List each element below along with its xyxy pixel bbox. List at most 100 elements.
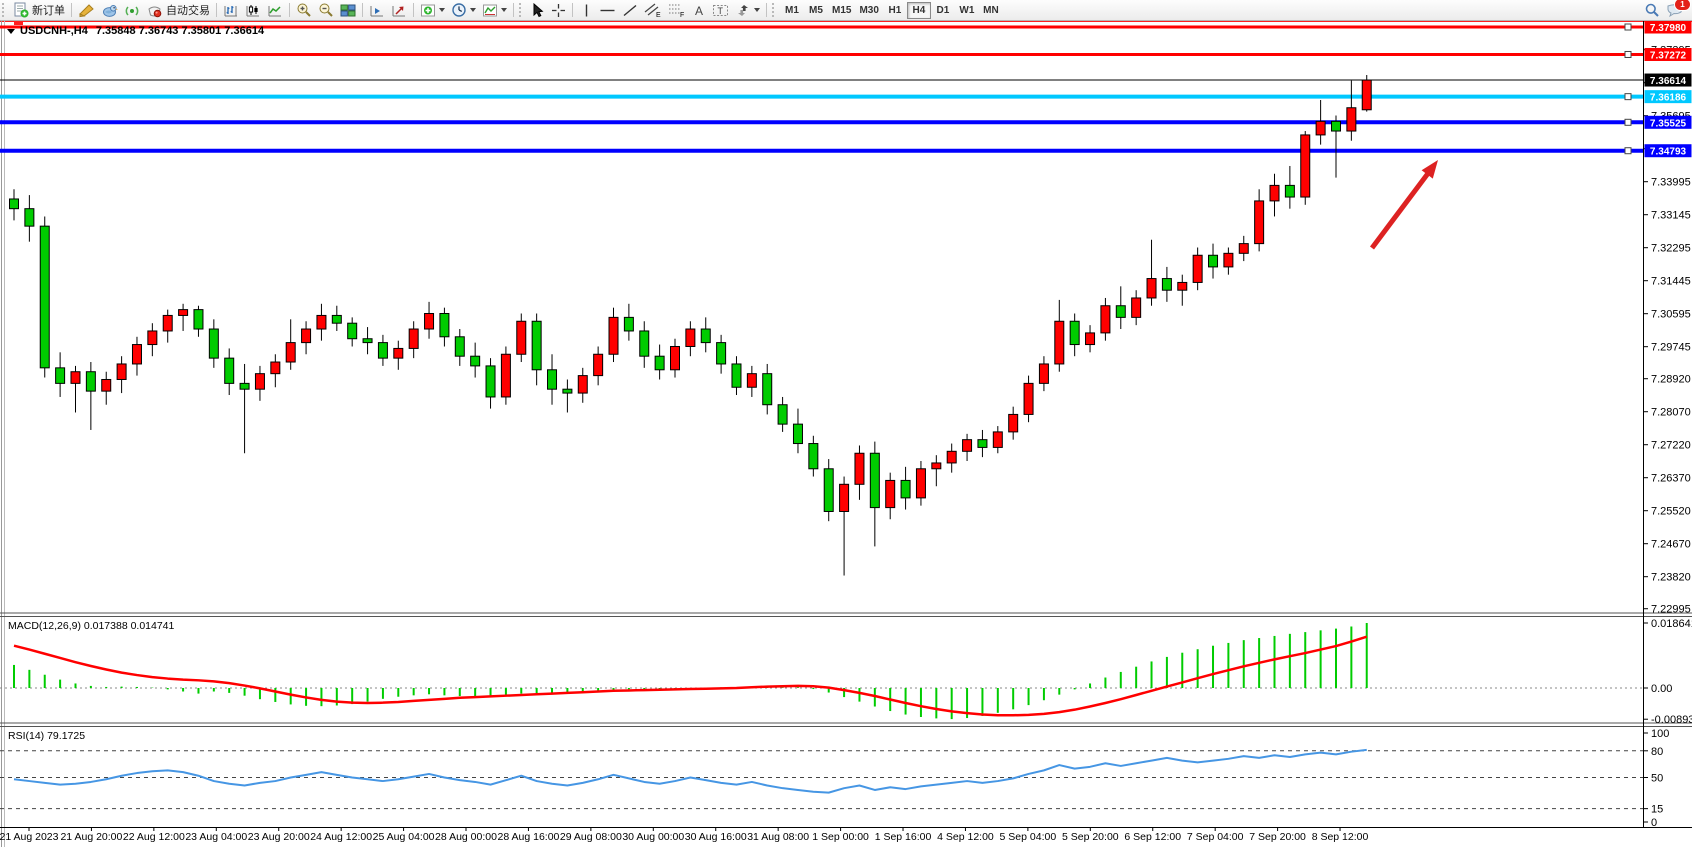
arrow-annotation[interactable] — [1369, 160, 1438, 250]
timeframe-w1-button[interactable]: W1 — [959, 4, 975, 16]
svg-text:T: T — [718, 6, 724, 16]
svg-text:7.28070: 7.28070 — [1651, 407, 1691, 419]
macd-indicator-label: MACD(12,26,9) 0.017388 0.014741 — [8, 620, 175, 632]
bar-chart-button[interactable] — [220, 1, 242, 19]
timeframe-m1-button[interactable]: M1 — [785, 4, 799, 16]
svg-text:4 Sep 12:00: 4 Sep 12:00 — [937, 831, 994, 843]
svg-text:7.35525: 7.35525 — [1650, 118, 1687, 129]
chart-title[interactable]: USDCNH-,H4 7.35848 7.36743 7.35801 7.366… — [7, 25, 264, 37]
svg-text:80: 80 — [1651, 746, 1663, 758]
hline-handle[interactable] — [1624, 93, 1632, 101]
search-button[interactable] — [1641, 1, 1663, 19]
timeframe-mn-button[interactable]: MN — [983, 4, 999, 16]
svg-text:5 Sep 20:00: 5 Sep 20:00 — [1062, 831, 1119, 843]
svg-text:F: F — [680, 12, 684, 18]
svg-text:7.22995: 7.22995 — [1651, 604, 1691, 616]
autotrading-icon — [148, 6, 162, 17]
svg-text:28 Aug 00:00: 28 Aug 00:00 — [435, 831, 497, 843]
toolbar-separator — [413, 3, 414, 17]
main-toolbar: 新订单 自动交易 — [0, 0, 1692, 21]
toolbar-separator — [572, 3, 573, 17]
hline-handle[interactable] — [1624, 50, 1632, 58]
chart-autoscroll-button[interactable] — [388, 1, 410, 19]
svg-text:7.29745: 7.29745 — [1651, 342, 1691, 354]
svg-text:25 Aug 04:00: 25 Aug 04:00 — [373, 831, 435, 843]
trendline-icon — [623, 4, 637, 16]
svg-text:28 Aug 16:00: 28 Aug 16:00 — [497, 831, 559, 843]
hline-handle[interactable] — [1624, 23, 1632, 31]
signal-icon — [125, 5, 139, 16]
crosshair-button[interactable] — [548, 1, 569, 19]
svg-text:1 Sep 00:00: 1 Sep 00:00 — [812, 831, 869, 843]
equidistant-channel-button[interactable]: E — [641, 1, 665, 19]
add-indicator-button[interactable] — [417, 1, 448, 19]
zoom-in-button[interactable] — [293, 1, 315, 19]
svg-text:7.24670: 7.24670 — [1651, 539, 1691, 551]
fibonacci-button[interactable]: F — [665, 1, 689, 19]
zoom-out-button[interactable] — [315, 1, 337, 19]
chart-shift-button[interactable] — [366, 1, 388, 19]
hline-handle[interactable] — [1624, 147, 1632, 155]
timeframe-d1-button[interactable]: D1 — [936, 4, 950, 16]
chart-frame — [0, 18, 1692, 847]
timeframe-m30-button[interactable]: M30 — [859, 4, 879, 16]
text-button[interactable]: A — [689, 1, 709, 19]
svg-text:21 Aug 20:00: 21 Aug 20:00 — [60, 831, 122, 843]
trendline-button[interactable] — [619, 1, 641, 19]
bar-chart-icon — [224, 5, 237, 16]
candlestick-chart-button[interactable] — [242, 1, 264, 19]
time-axis[interactable]: 21 Aug 2023 21 Aug 20:00 22 Aug 12:00 23 Au… — [0, 827, 1369, 843]
rsi-line — [13, 748, 1367, 794]
publisher-button[interactable] — [98, 1, 121, 19]
svg-text:7 Sep 20:00: 7 Sep 20:00 — [1249, 831, 1306, 843]
line-chart-button[interactable] — [264, 1, 286, 19]
autotrading-button[interactable]: 自动交易 — [143, 1, 213, 19]
cursor-button[interactable] — [527, 1, 548, 19]
svg-text:24 Aug 12:00: 24 Aug 12:00 — [310, 831, 372, 843]
chevron-down-icon — [754, 8, 760, 12]
periods-button[interactable] — [448, 1, 479, 19]
template-icon — [483, 4, 497, 16]
toolbar-grip — [2, 3, 8, 17]
svg-text:7.33145: 7.33145 — [1651, 210, 1691, 222]
text-label-button[interactable]: T — [709, 1, 732, 19]
svg-text:1 Sep 16:00: 1 Sep 16:00 — [875, 831, 932, 843]
svg-text:7.28920: 7.28920 — [1651, 374, 1691, 386]
svg-text:5 Sep 04:00: 5 Sep 04:00 — [1000, 831, 1057, 843]
vertical-line-button[interactable] — [576, 1, 596, 19]
signals-button[interactable] — [121, 1, 143, 19]
svg-text:7.25520: 7.25520 — [1651, 506, 1691, 518]
svg-text:7.26370: 7.26370 — [1651, 473, 1691, 485]
line-chart-icon — [268, 5, 281, 16]
zoom-out-icon — [319, 3, 333, 17]
arrows-button[interactable] — [732, 1, 763, 19]
horizontal-line-button[interactable] — [596, 1, 619, 19]
toolbar-separator — [362, 3, 363, 17]
vertical-line-icon — [585, 4, 587, 16]
hline-handle[interactable] — [1624, 118, 1632, 126]
rsi-indicator-label: RSI(14) 79.1725 — [8, 730, 86, 742]
timeframe-m5-button[interactable]: M5 — [809, 4, 823, 16]
templates-button[interactable] — [479, 1, 510, 19]
new-order-button[interactable]: 新订单 — [10, 1, 68, 19]
toolbar-separator — [513, 3, 514, 17]
toolbar-separator — [766, 3, 767, 17]
horizontal-line-objects[interactable] — [0, 23, 1643, 155]
svg-text:50: 50 — [1651, 773, 1663, 785]
crayon-icon — [79, 3, 94, 17]
text-icon: A — [695, 4, 703, 18]
svg-text:0: 0 — [1651, 817, 1657, 829]
ohlc-values: 7.35848 7.36743 7.35801 7.36614 — [95, 25, 265, 37]
rsi-panel: 100 80 50 150 — [0, 728, 1669, 829]
svg-text:30 Aug 00:00: 30 Aug 00:00 — [622, 831, 684, 843]
timeframe-m15-button[interactable]: M15 — [832, 4, 852, 16]
notifications-button[interactable]: 1 — [1663, 0, 1691, 19]
tile-windows-button[interactable] — [337, 1, 359, 19]
add-indicator-icon — [421, 4, 435, 16]
timeframe-h4-button[interactable]: H4 — [906, 1, 931, 19]
svg-text:30 Aug 16:00: 30 Aug 16:00 — [685, 831, 747, 843]
chart-shift-icon — [370, 5, 383, 16]
timeframe-h1-button[interactable]: H1 — [888, 4, 902, 16]
crayon-button[interactable] — [75, 1, 98, 19]
